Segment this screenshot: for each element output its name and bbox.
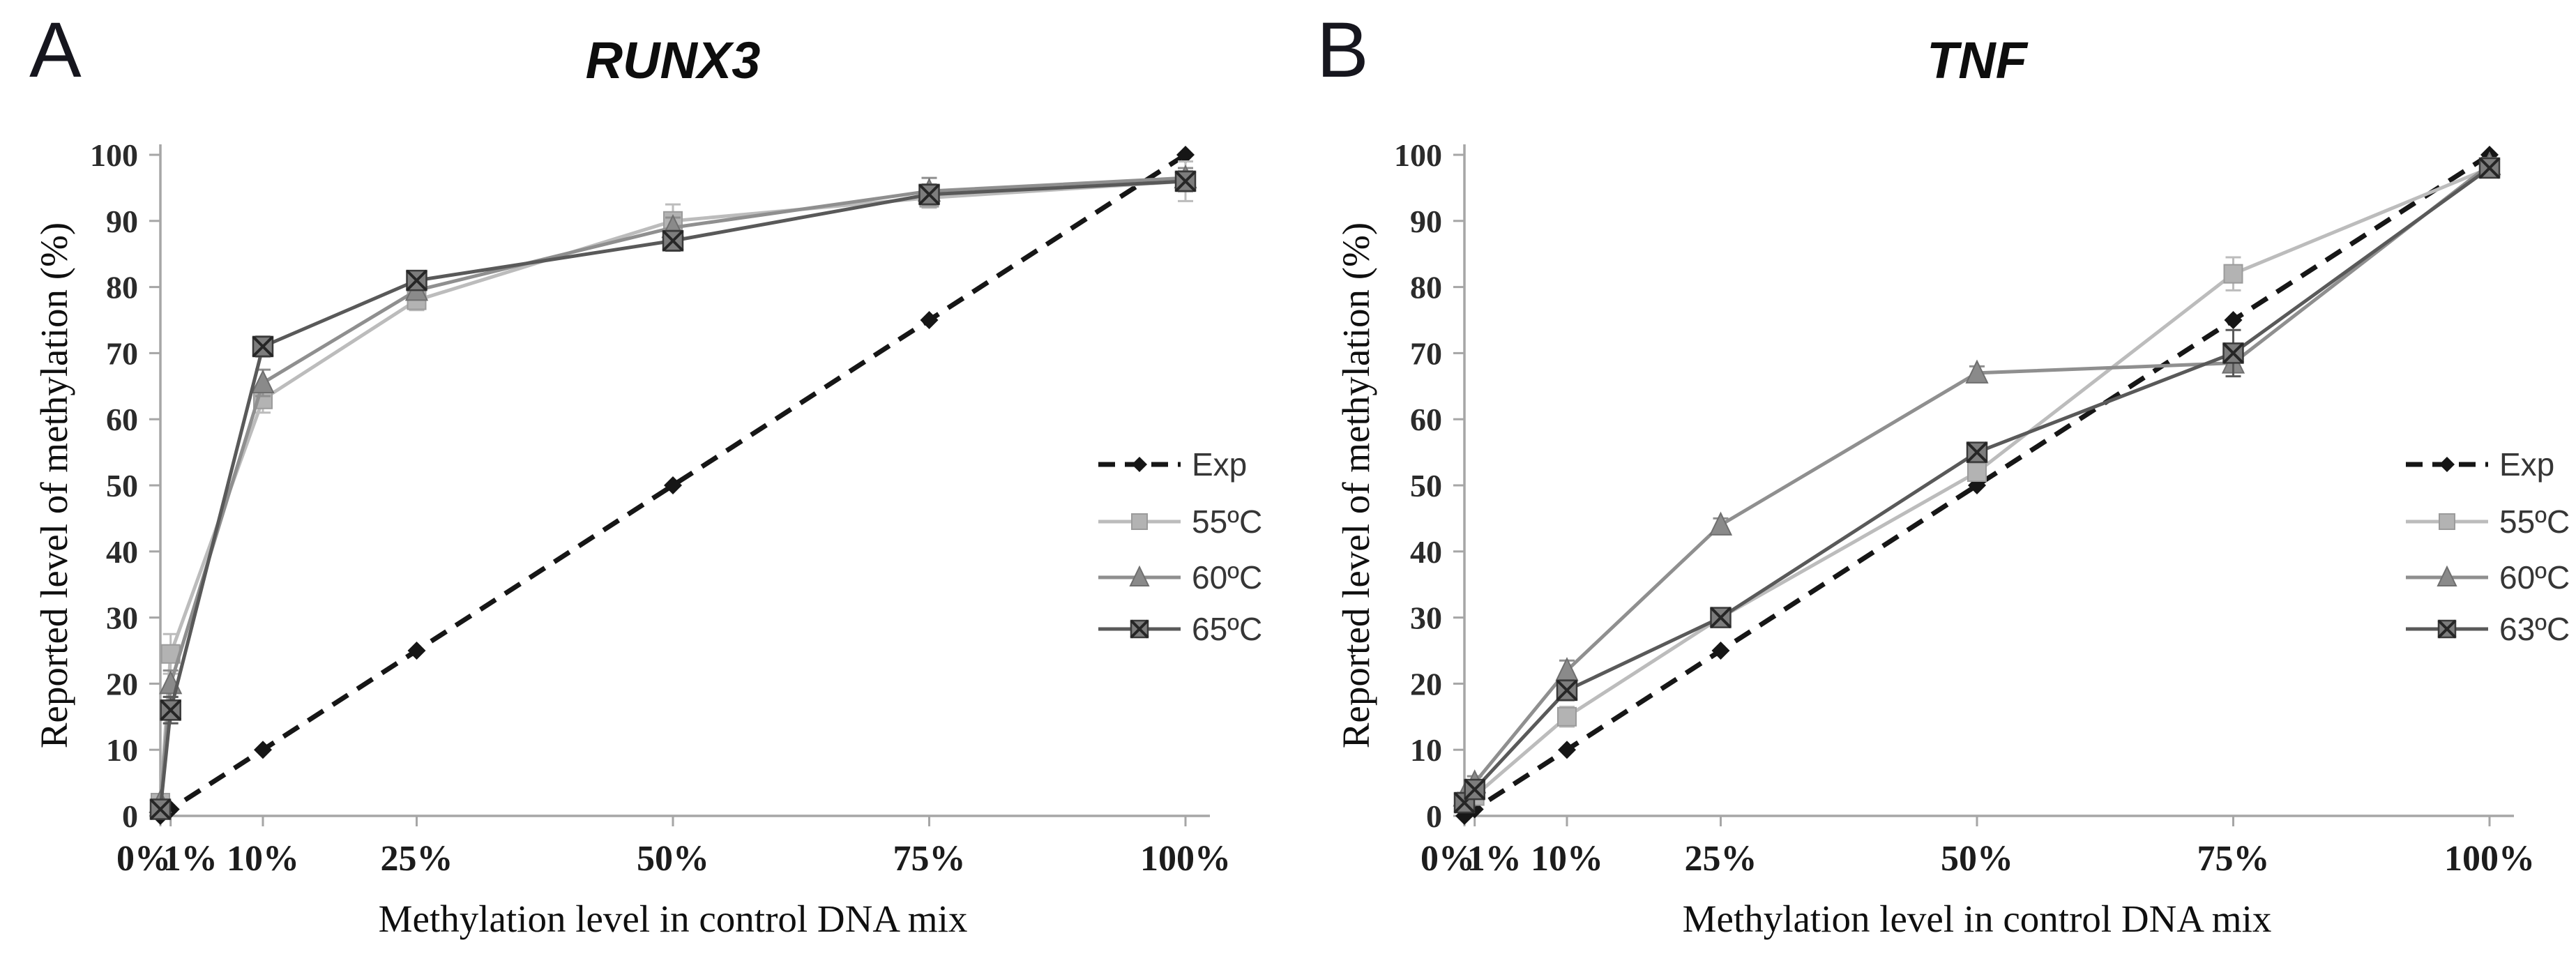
x-tick-label: 25% <box>1685 839 1757 879</box>
data-marker-65c-x2 <box>406 269 427 291</box>
data-marker-65c-x2 <box>160 699 182 721</box>
legend-label-exp: Exp <box>1192 446 1247 483</box>
legend-marker-63c-x2 <box>2437 619 2457 639</box>
data-marker-63c-x2 <box>1966 441 1988 464</box>
panel-a-label: A <box>29 6 82 93</box>
y-tick-label: 100 <box>90 137 138 173</box>
panel-b-chart: 0 10 20 30 40 50 60 70 80 90 100 0%1% 10% 25% 50% 75% 10… <box>1394 137 2570 879</box>
legend-label-60c: 60ºC <box>1192 559 1262 596</box>
data-marker-55c <box>2223 264 2243 284</box>
data-marker-63c-x2 <box>2222 342 2244 364</box>
legend-label-55c: 55ºC <box>2499 503 2570 540</box>
y-tick-label: 40 <box>106 534 138 570</box>
data-marker-65c-x2 <box>1174 170 1197 192</box>
data-marker-exp <box>2224 311 2243 329</box>
y-tick-label: 90 <box>106 204 138 239</box>
y-tick-label: 80 <box>1410 270 1442 305</box>
y-tick-label: 80 <box>106 270 138 305</box>
data-marker-55c <box>1557 706 1577 727</box>
data-marker-63c-x2 <box>1556 679 1578 702</box>
y-tick-label: 40 <box>1410 534 1442 570</box>
legend-marker-55c <box>1131 513 1148 530</box>
panel-b-title: TNF <box>1927 31 2027 89</box>
panel-a-chart: 0 10 20 30 40 50 60 70 80 90 100 0%1% 10% 25% 50% 75% 10… <box>90 137 1262 879</box>
x-tick-label: 100% <box>2444 839 2535 879</box>
data-marker-65c-x2 <box>662 229 684 252</box>
data-marker-exp <box>254 741 272 759</box>
panel-b-y-axis-title: Reported level of methylation (%) <box>1335 222 1377 749</box>
panel-a-y-axis-title: Reported level of methylation (%) <box>33 222 75 749</box>
panel-a-x-axis-title: Methylation level in control DNA mix <box>378 897 968 940</box>
y-tick-label: 100 <box>1394 137 1442 173</box>
x-tick-label: 10% <box>227 839 299 879</box>
data-marker-exp <box>664 476 682 494</box>
data-marker-55c <box>1967 462 1987 483</box>
y-tick-label: 90 <box>1410 204 1442 239</box>
legend-label-65c: 65ºC <box>1192 611 1262 647</box>
legend-marker-exp <box>2439 457 2455 472</box>
x-tick-label: 10% <box>1531 839 1603 879</box>
x-tick-label: 100% <box>1140 839 1231 879</box>
x-tick-label: 1% <box>1467 839 1522 879</box>
y-tick-label: 60 <box>1410 402 1442 437</box>
y-tick-label: 30 <box>106 600 138 636</box>
legend-marker-60c <box>2437 565 2457 586</box>
y-tick-label: 30 <box>1410 600 1442 636</box>
y-tick-label: 20 <box>106 666 138 702</box>
data-marker-63c-x2 <box>1710 607 1732 629</box>
x-tick-label: 75% <box>2197 839 2270 879</box>
legend-marker-55c <box>2439 513 2455 530</box>
data-marker-exp <box>1558 741 1576 759</box>
panel-a-title: RUNX3 <box>585 31 761 89</box>
data-marker-65c-x2 <box>252 335 274 358</box>
data-marker-exp <box>407 642 426 660</box>
legend-marker-65c-x2 <box>1130 619 1149 639</box>
x-tick-label: 50% <box>1941 839 2013 879</box>
y-tick-label: 50 <box>106 468 138 503</box>
x-tick-label: 0% <box>116 839 171 879</box>
data-marker-exp <box>1176 146 1195 164</box>
legend-label-60c: 60ºC <box>2499 559 2570 596</box>
x-tick-label: 25% <box>381 839 453 879</box>
y-tick-label: 10 <box>106 732 138 768</box>
legend-label-63c: 63ºC <box>2499 611 2570 647</box>
data-marker-60c <box>251 369 275 394</box>
legend-label-exp: Exp <box>2499 446 2554 483</box>
data-marker-63c-x2 <box>2478 157 2501 179</box>
legend-marker-60c <box>1129 565 1150 586</box>
panel-b-x-axis-title: Methylation level in control DNA mix <box>1682 897 2272 940</box>
y-tick-label: 70 <box>1410 335 1442 371</box>
y-tick-label: 70 <box>106 335 138 371</box>
legend-marker-exp <box>1132 457 1147 472</box>
legend-label-55c: 55ºC <box>1192 503 1262 540</box>
data-marker-exp <box>1711 642 1730 660</box>
y-tick-label: 0 <box>122 798 138 834</box>
data-marker-65c-x2 <box>149 798 172 820</box>
x-tick-label: 0% <box>1420 839 1475 879</box>
data-marker-60c <box>1965 359 1989 384</box>
data-marker-65c-x2 <box>918 183 940 206</box>
y-tick-label: 10 <box>1410 732 1442 768</box>
x-tick-label: 1% <box>163 839 218 879</box>
x-tick-label: 75% <box>893 839 966 879</box>
y-tick-label: 60 <box>106 402 138 437</box>
data-marker-63c-x2 <box>1464 778 1486 801</box>
x-tick-label: 50% <box>637 839 709 879</box>
data-marker-60c <box>1709 511 1733 536</box>
y-tick-label: 20 <box>1410 666 1442 702</box>
data-marker-exp <box>920 311 939 329</box>
y-tick-label: 0 <box>1426 798 1442 834</box>
panel-b-label: B <box>1317 6 1369 93</box>
y-tick-label: 50 <box>1410 468 1442 503</box>
